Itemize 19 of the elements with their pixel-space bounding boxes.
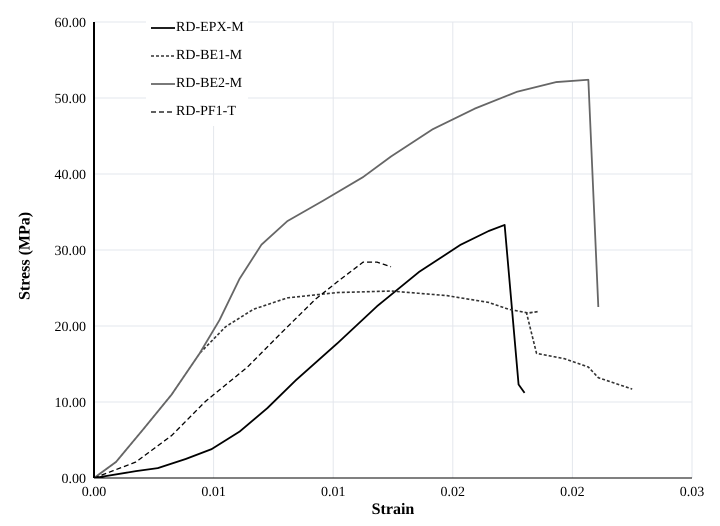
y-axis-title: Stress (MPa)	[16, 212, 34, 300]
legend-label: RD-BE2-M	[176, 75, 242, 93]
x-tick-label: 0.01	[320, 484, 346, 500]
legend-label: RD-BE1-M	[176, 47, 242, 65]
y-tick-label: 10.00	[54, 396, 86, 411]
y-tick-label: 60.00	[54, 16, 86, 31]
y-tick-label: 30.00	[54, 244, 86, 259]
x-tick-label: 0.02	[560, 484, 585, 500]
y-tick-label: 0.00	[62, 472, 86, 487]
legend-label: RD-EPX-M	[176, 19, 244, 37]
x-tick-label: 0.01	[201, 484, 226, 500]
x-tick-label: 0.02	[440, 484, 466, 500]
y-tick-label: 50.00	[54, 92, 86, 107]
x-tick-label: 0.00	[82, 484, 106, 500]
y-tick-label: 20.00	[54, 320, 86, 335]
y-tick-label: 40.00	[54, 168, 86, 183]
x-tick-label: 0.03	[680, 484, 704, 500]
x-axis-title: Strain	[372, 501, 414, 518]
legend-label: RD-PF1-T	[176, 103, 236, 121]
